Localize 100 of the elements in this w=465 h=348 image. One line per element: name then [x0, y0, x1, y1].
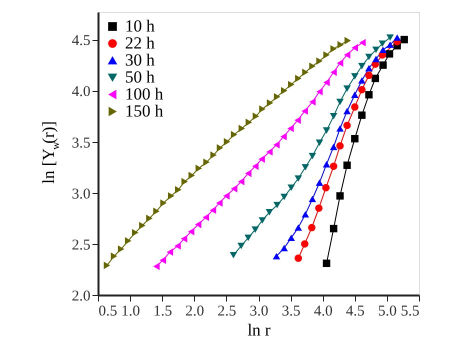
point [372, 74, 380, 82]
point [343, 162, 351, 169]
point [351, 92, 359, 98]
point [272, 252, 280, 260]
point [400, 36, 408, 44]
point [280, 194, 288, 200]
point [359, 38, 366, 46]
point [336, 192, 344, 200]
point [196, 164, 202, 172]
point [252, 226, 259, 233]
point [365, 72, 373, 80]
point [301, 240, 308, 248]
point [352, 44, 358, 52]
point [118, 245, 124, 253]
point [258, 155, 265, 163]
point [294, 254, 302, 262]
point [266, 148, 273, 156]
point [238, 124, 246, 132]
point [330, 144, 338, 150]
point [308, 152, 316, 160]
point [386, 41, 394, 48]
point [210, 151, 217, 159]
point [238, 178, 244, 186]
point [258, 217, 266, 224]
y-tick-label: 2.0 [72, 288, 90, 304]
point [358, 77, 366, 84]
point [288, 234, 295, 241]
point [336, 125, 344, 132]
point [224, 138, 230, 146]
point [336, 59, 344, 67]
point [372, 46, 380, 54]
point [124, 237, 132, 245]
point [309, 62, 316, 70]
point [160, 199, 167, 207]
y-tick-label: 3.5 [72, 135, 90, 152]
point [323, 78, 330, 86]
x-tick-label: 1.0 [121, 304, 140, 320]
point [337, 40, 344, 48]
point [288, 80, 294, 88]
point [287, 124, 294, 132]
point [294, 116, 301, 124]
point [386, 34, 394, 41]
point [351, 134, 359, 142]
x-tick-label: 2.0 [185, 304, 204, 320]
point [308, 196, 316, 202]
point [273, 202, 281, 208]
y-axis-title: ln [Yw(r)] [39, 121, 62, 184]
point [210, 206, 216, 214]
point [330, 45, 337, 52]
point [336, 98, 344, 106]
x-tick-label: 0.5 [98, 304, 118, 320]
legend-label: 100 h [125, 84, 164, 104]
x-tick-label: 5.0 [378, 304, 397, 320]
point [194, 220, 202, 228]
point [252, 162, 258, 170]
point [358, 62, 366, 70]
point [280, 244, 288, 252]
point [266, 209, 274, 216]
point [365, 91, 373, 98]
point [230, 130, 238, 138]
point [294, 175, 302, 182]
legend-label: 50 h [125, 68, 156, 86]
point [322, 127, 330, 134]
point [266, 99, 274, 107]
point [343, 122, 351, 130]
y-tick-label: 4.0 [72, 84, 90, 100]
point [336, 142, 344, 150]
point [166, 248, 174, 256]
point [223, 192, 230, 200]
point [316, 57, 323, 65]
point [168, 192, 174, 200]
point [386, 50, 394, 58]
point [188, 228, 194, 236]
point [153, 208, 160, 215]
point [316, 88, 323, 96]
point [315, 204, 323, 212]
point [259, 105, 266, 113]
point [139, 222, 146, 230]
point [295, 74, 302, 82]
point [153, 262, 160, 270]
point [280, 86, 288, 94]
point [216, 144, 224, 152]
point [330, 224, 338, 232]
point [330, 162, 338, 170]
point [146, 214, 153, 222]
point [104, 262, 110, 270]
point [180, 235, 188, 243]
point [302, 164, 310, 171]
x-axis-title: ln r [247, 320, 271, 340]
point [230, 252, 238, 258]
point [110, 252, 118, 260]
point [274, 93, 280, 101]
y-tick-label: 4.5 [72, 33, 90, 50]
point [308, 224, 316, 232]
point [302, 68, 309, 76]
point [323, 51, 330, 59]
point [302, 107, 308, 115]
point [160, 256, 166, 264]
point [280, 132, 287, 140]
legend-label: 22 h [125, 34, 156, 52]
